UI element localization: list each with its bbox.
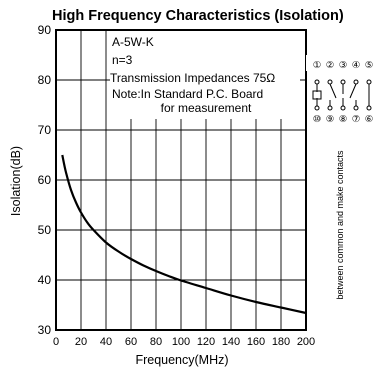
x-tick-label: 200 [297, 336, 315, 348]
x-tick-label: 20 [75, 336, 87, 348]
y-tick-label: 90 [38, 23, 52, 37]
pin-label: ⑨ [326, 114, 335, 125]
annotation-text: Transmission Impedances 75Ω [110, 71, 275, 85]
contact-switch-icon [312, 79, 372, 111]
plot-frame [55, 29, 307, 331]
y-tick-label: 30 [38, 323, 52, 337]
x-tick-label: 0 [53, 336, 59, 348]
series-line-isolation [61, 154, 307, 315]
pin-label: ⑧ [339, 114, 348, 125]
x-tick-label: 100 [172, 336, 190, 348]
y-tick-label: 70 [38, 123, 52, 137]
x-tick-label: 160 [247, 336, 265, 348]
pin-label: ⑦ [352, 114, 361, 125]
y-tick-label: 60 [38, 173, 52, 187]
x-axis-label: Frequency(MHz) [135, 353, 228, 367]
y-tick-label: 50 [38, 223, 52, 237]
y-axis-label: Isolation(dB) [9, 146, 23, 216]
x-tick-label: 140 [222, 336, 240, 348]
x-tick-label: 80 [150, 336, 162, 348]
pin-label: ⑩ [313, 114, 322, 125]
pin-label: ⑥ [365, 114, 374, 125]
x-tick-labels: 0 20 40 60 80 100 120 140 160 180 200 [53, 336, 315, 348]
x-tick-label: 180 [272, 336, 290, 348]
y-tick-labels: 30 40 50 60 70 80 90 [38, 23, 52, 337]
y-tick-label: 40 [38, 273, 52, 287]
x-tick-label: 120 [197, 336, 215, 348]
chart-title: High Frequency Characteristics (Isolatio… [52, 8, 344, 24]
annotation-background [110, 31, 300, 119]
pin-label: ⑤ [365, 60, 374, 71]
pin-label: ① [313, 60, 322, 71]
x-tick-label: 60 [125, 336, 137, 348]
annotation-text: n=3 [112, 53, 133, 67]
annotation-text: for measurement [161, 101, 252, 115]
annotation-text: A-5W-K [112, 35, 154, 49]
annotation-notes: A-5W-K n=3 Transmission Impedances 75Ω Note… [110, 31, 300, 119]
side-note: between common and make contacts [335, 150, 345, 300]
x-tick-label: 40 [100, 336, 112, 348]
pin-label: ③ [339, 60, 348, 71]
annotation-text: Note:In Standard P.C. Board [112, 87, 263, 101]
pin-label: ② [326, 60, 335, 71]
pin-label: ④ [352, 60, 361, 71]
y-tick-label: 80 [38, 73, 52, 87]
